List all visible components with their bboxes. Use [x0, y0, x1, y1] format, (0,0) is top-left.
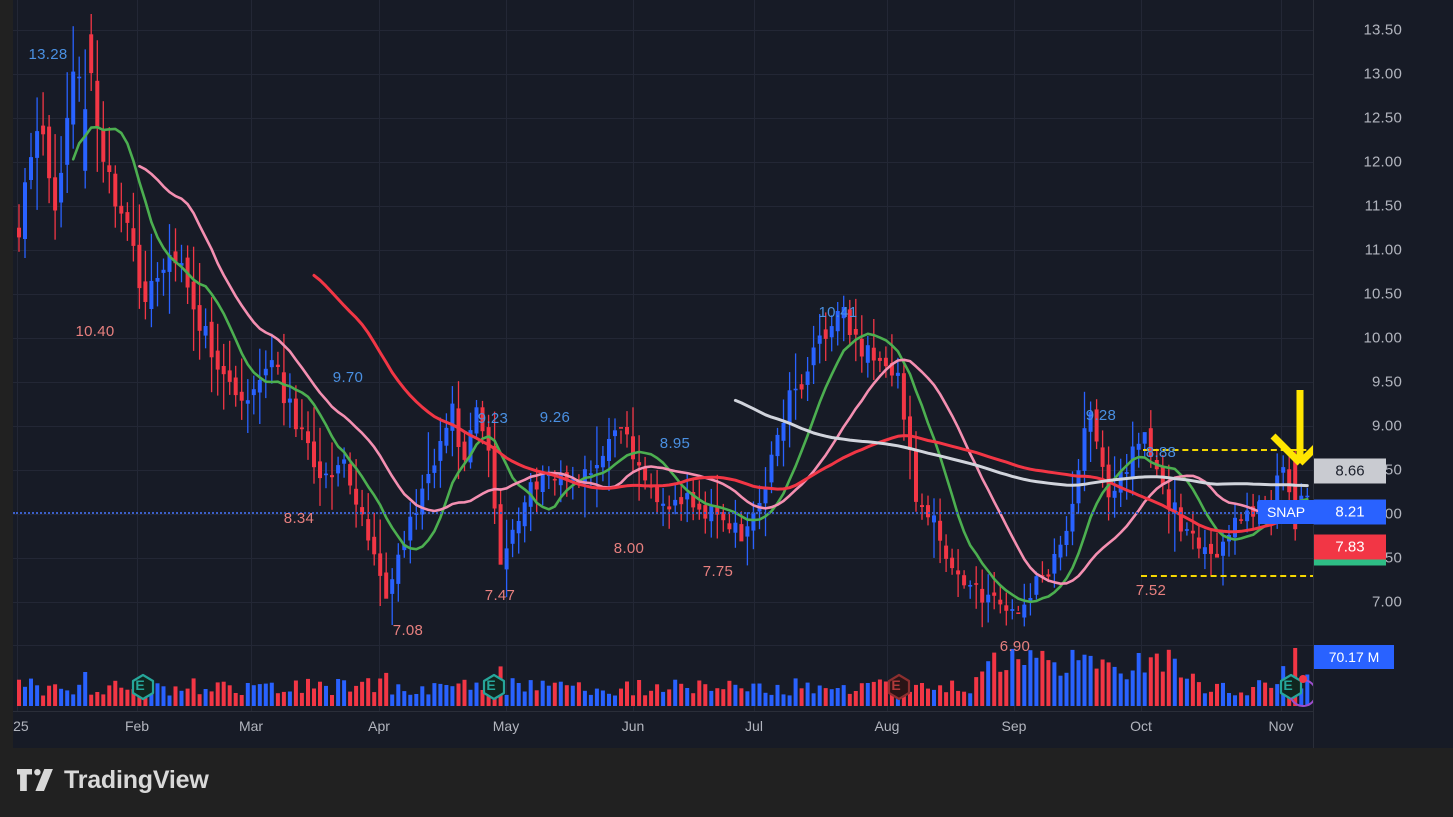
horizontal-gridline: [13, 206, 1313, 208]
earnings-marker-up[interactable]: E: [481, 672, 507, 701]
time-tick-label: Sep: [1001, 718, 1027, 734]
swing-high-label: 9.28: [1085, 407, 1117, 424]
time-tick-label: Jul: [745, 718, 763, 734]
horizontal-gridline: [13, 382, 1313, 384]
moving-average-price-badge[interactable]: 8.66: [1314, 458, 1386, 484]
swing-high-label: 9.70: [332, 369, 364, 386]
symbol-tag-badge[interactable]: SNAP: [1258, 500, 1314, 524]
time-tick-label: May: [492, 718, 520, 734]
tradingview-wordmark: TradingView: [64, 766, 209, 794]
tradingview-logo: TradingView: [17, 766, 209, 795]
earnings-badge-icon: [131, 673, 155, 701]
price-tick-label: 13.50: [1363, 21, 1402, 39]
earnings-badge-icon: [482, 673, 506, 701]
earnings-badge-label: E: [135, 677, 145, 693]
price-tick-label: 7.00: [1372, 593, 1402, 611]
bottom-frame-border: [0, 748, 1453, 817]
price-tick-label: 10.50: [1363, 285, 1402, 303]
price-tick-label: 12.50: [1363, 109, 1402, 127]
volume-pane-divider: [13, 645, 1313, 646]
price-tick-label: 9.00: [1372, 417, 1402, 435]
earnings-badge-icon: [887, 673, 911, 701]
swing-low-label: 7.75: [702, 563, 734, 580]
vertical-gridline: [251, 0, 252, 711]
vertical-gridline: [754, 0, 755, 711]
horizontal-gridline: [13, 338, 1313, 340]
low-price-badge[interactable]: 7.83: [1314, 534, 1386, 566]
price-series-canvas: [17, 14, 1310, 706]
swing-low-label: 7.47: [484, 587, 516, 604]
swing-low-label: 7.08: [392, 622, 424, 639]
swing-high-label: 10.41: [818, 304, 858, 321]
time-tick-label: Jun: [621, 718, 645, 734]
horizontal-gridline: [13, 250, 1313, 252]
earnings-marker-up[interactable]: E: [130, 672, 156, 701]
earnings-marker-down[interactable]: E: [886, 672, 912, 701]
swing-low-label: 8.00: [613, 540, 645, 557]
price-tick-label: 12.00: [1363, 153, 1402, 171]
earnings-badge-label: E: [891, 677, 901, 693]
horizontal-gridline: [13, 118, 1313, 120]
vertical-gridline: [1141, 0, 1142, 711]
support-level-dotted: [13, 512, 1313, 514]
swing-high-label: 8.88: [1145, 444, 1177, 461]
horizontal-gridline: [13, 602, 1313, 604]
earnings-marker-up[interactable]: E: [1278, 672, 1313, 707]
price-tick-label: 9.50: [1372, 373, 1402, 391]
time-tick-label: Oct: [1130, 718, 1152, 734]
vertical-gridline: [633, 0, 634, 711]
horizontal-gridline: [13, 470, 1313, 472]
left-frame-border: [0, 0, 13, 748]
swing-low-label: 7.52: [1135, 582, 1167, 599]
down-arrow-icon: [1270, 390, 1313, 466]
time-tick-label: Aug: [874, 718, 900, 734]
tradingview-mark-icon: [17, 769, 53, 791]
earnings-badge-label: E: [486, 677, 496, 693]
price-tick-label: 13.00: [1363, 65, 1402, 83]
time-tick-label: Mar: [238, 718, 264, 734]
price-tick-label: 10.00: [1363, 329, 1402, 347]
swing-high-label: 9.23: [477, 410, 509, 427]
swing-low-label: 10.40: [75, 323, 115, 340]
horizontal-gridline: [13, 294, 1313, 296]
swing-low-label: 6.90: [999, 638, 1031, 655]
time-tick-label: Apr: [368, 718, 390, 734]
price-scale[interactable]: 13.50 13.00 12.50 12.00 11.50 11.00 10.50 10.00…: [1258, 0, 1453, 748]
horizontal-gridline: [13, 30, 1313, 31]
vertical-gridline: [379, 0, 380, 711]
time-axis[interactable]: 025 Feb Mar Apr May Jun Jul Aug Sep Oct Nov: [5, 711, 1313, 749]
vertical-gridline: [1281, 0, 1282, 711]
horizontal-gridline: [13, 558, 1313, 560]
swing-high-label: 13.28: [28, 46, 68, 63]
price-tick-label: 11.50: [1364, 197, 1402, 215]
horizontal-gridline: [13, 162, 1313, 164]
swing-high-label: 8.95: [659, 435, 691, 452]
earnings-badge-icon: [1279, 673, 1313, 707]
vertical-gridline: [17, 0, 18, 711]
vertical-gridline: [506, 0, 507, 711]
vertical-gridline: [137, 0, 138, 711]
last-price-badge[interactable]: 8.21: [1314, 499, 1386, 525]
swing-high-label: 9.26: [539, 409, 571, 426]
support-level-dashed: [1141, 575, 1313, 577]
price-tick-label: 11.00: [1364, 241, 1402, 259]
swing-low-label: 8.34: [283, 510, 315, 527]
time-tick-label: Nov: [1268, 718, 1294, 734]
volume-badge[interactable]: 70.17 M: [1314, 645, 1394, 669]
horizontal-gridline: [13, 74, 1313, 76]
vertical-gridline: [887, 0, 888, 711]
horizontal-gridline: [13, 426, 1313, 428]
vertical-gridline: [1014, 0, 1015, 711]
earnings-badge-label: E: [1283, 677, 1293, 693]
resistance-level-dashed: [1143, 449, 1313, 451]
chart-plot-area[interactable]: 13.28 10.40 9.70 8.34 7.08 9.23 9.26 7.47 8.95 8.…: [13, 0, 1313, 711]
time-tick-label: Feb: [124, 718, 150, 734]
